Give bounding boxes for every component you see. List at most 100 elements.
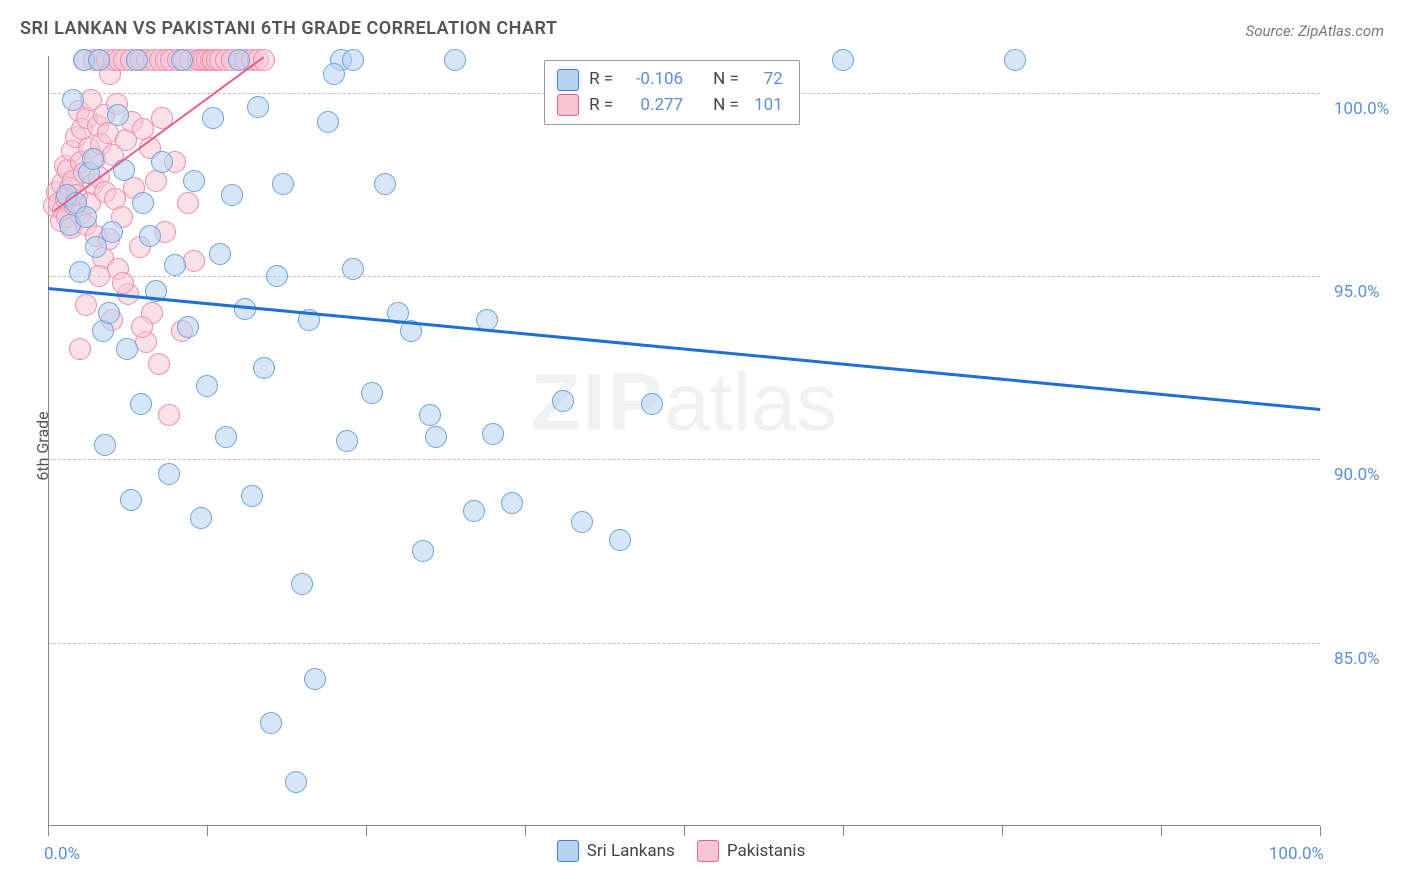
stats-n-label: N = — [713, 67, 739, 93]
marker-sri-lankans — [183, 170, 205, 192]
marker-sri-lankans — [107, 104, 129, 126]
stats-r-label: R = — [589, 67, 613, 93]
gridline — [48, 276, 1320, 277]
chart-title: SRI LANKAN VS PAKISTANI 6TH GRADE CORREL… — [20, 18, 557, 39]
marker-sri-lankans — [285, 771, 307, 793]
marker-sri-lankans — [552, 390, 574, 412]
legend: Sri Lankans Pakistanis — [557, 840, 806, 862]
marker-sri-lankans — [342, 258, 364, 280]
marker-sri-lankans — [463, 500, 485, 522]
marker-sri-lankans — [266, 265, 288, 287]
trend-line — [48, 287, 1320, 411]
marker-pakistanis — [75, 294, 97, 316]
marker-sri-lankans — [501, 492, 523, 514]
stats-r-value: 0.277 — [623, 93, 683, 119]
marker-sri-lankans — [482, 423, 504, 445]
marker-pakistanis — [112, 272, 134, 294]
marker-sri-lankans — [342, 49, 364, 71]
marker-sri-lankans — [832, 49, 854, 71]
y-tick-label: 95.0% — [1334, 282, 1380, 302]
marker-sri-lankans — [151, 151, 173, 173]
y-tick-label: 90.0% — [1334, 465, 1380, 485]
marker-sri-lankans — [177, 316, 199, 338]
marker-sri-lankans — [444, 49, 466, 71]
marker-sri-lankans — [164, 254, 186, 276]
marker-pakistanis — [158, 404, 180, 426]
marker-pakistanis — [177, 192, 199, 214]
stats-n-value: 101 — [749, 93, 783, 119]
stats-row: R = 0.277 N = 101 — [557, 93, 783, 119]
marker-sri-lankans — [215, 426, 237, 448]
marker-sri-lankans — [425, 426, 447, 448]
stats-swatch — [557, 94, 579, 116]
marker-sri-lankans — [88, 49, 110, 71]
x-tick — [684, 826, 685, 836]
legend-label: Sri Lankans — [587, 841, 675, 861]
watermark: ZIPatlas — [531, 356, 838, 450]
marker-sri-lankans — [113, 159, 135, 181]
legend-swatch — [697, 840, 719, 862]
marker-sri-lankans — [291, 573, 313, 595]
stats-row: R = -0.106 N = 72 — [557, 67, 783, 93]
marker-sri-lankans — [190, 507, 212, 529]
x-tick-label: 100.0% — [1269, 844, 1324, 864]
stats-box: R = -0.106 N = 72 R = 0.277 N = 101 — [544, 60, 800, 125]
marker-sri-lankans — [171, 49, 193, 71]
marker-sri-lankans — [609, 529, 631, 551]
stats-r-label: R = — [589, 93, 613, 119]
marker-sri-lankans — [101, 221, 123, 243]
legend-label: Pakistanis — [727, 841, 806, 861]
stats-n-label: N = — [713, 93, 739, 119]
marker-sri-lankans — [419, 404, 441, 426]
marker-sri-lankans — [69, 261, 91, 283]
y-axis — [48, 56, 49, 826]
marker-sri-lankans — [361, 382, 383, 404]
x-tick — [843, 826, 844, 836]
y-tick-label: 100.0% — [1334, 99, 1389, 119]
legend-item: Pakistanis — [697, 840, 806, 862]
marker-sri-lankans — [1004, 49, 1026, 71]
marker-sri-lankans — [94, 434, 116, 456]
marker-sri-lankans — [247, 96, 269, 118]
x-tick — [1161, 826, 1162, 836]
x-tick-label: 0.0% — [44, 844, 80, 864]
x-tick — [525, 826, 526, 836]
stats-n-value: 72 — [749, 67, 783, 93]
marker-sri-lankans — [139, 225, 161, 247]
x-tick — [1002, 826, 1003, 836]
marker-sri-lankans — [323, 63, 345, 85]
marker-sri-lankans — [62, 89, 84, 111]
plot-area: 85.0%90.0%95.0%100.0%0.0%100.0%ZIPatlasR… — [48, 56, 1320, 826]
x-tick — [1320, 826, 1321, 836]
marker-pakistanis — [88, 265, 110, 287]
marker-sri-lankans — [116, 338, 138, 360]
marker-sri-lankans — [641, 393, 663, 415]
marker-sri-lankans — [209, 243, 231, 265]
legend-swatch — [557, 840, 579, 862]
marker-sri-lankans — [221, 184, 243, 206]
marker-sri-lankans — [412, 540, 434, 562]
stats-swatch — [557, 69, 579, 91]
marker-sri-lankans — [196, 375, 218, 397]
marker-sri-lankans — [336, 430, 358, 452]
y-tick-label: 85.0% — [1334, 649, 1380, 669]
marker-sri-lankans — [304, 668, 326, 690]
marker-sri-lankans — [317, 111, 339, 133]
marker-sri-lankans — [253, 357, 275, 379]
marker-pakistanis — [69, 338, 91, 360]
marker-sri-lankans — [120, 489, 142, 511]
marker-sri-lankans — [75, 206, 97, 228]
x-tick — [366, 826, 367, 836]
x-tick — [48, 826, 49, 836]
marker-sri-lankans — [82, 148, 104, 170]
stats-r-value: -0.106 — [623, 67, 683, 93]
marker-sri-lankans — [98, 302, 120, 324]
marker-sri-lankans — [130, 393, 152, 415]
gridline — [48, 643, 1320, 644]
marker-pakistanis — [183, 250, 205, 272]
marker-sri-lankans — [202, 107, 224, 129]
chart-source: Source: ZipAtlas.com — [1246, 22, 1384, 40]
marker-sri-lankans — [241, 485, 263, 507]
gridline — [48, 459, 1320, 460]
x-tick — [207, 826, 208, 836]
